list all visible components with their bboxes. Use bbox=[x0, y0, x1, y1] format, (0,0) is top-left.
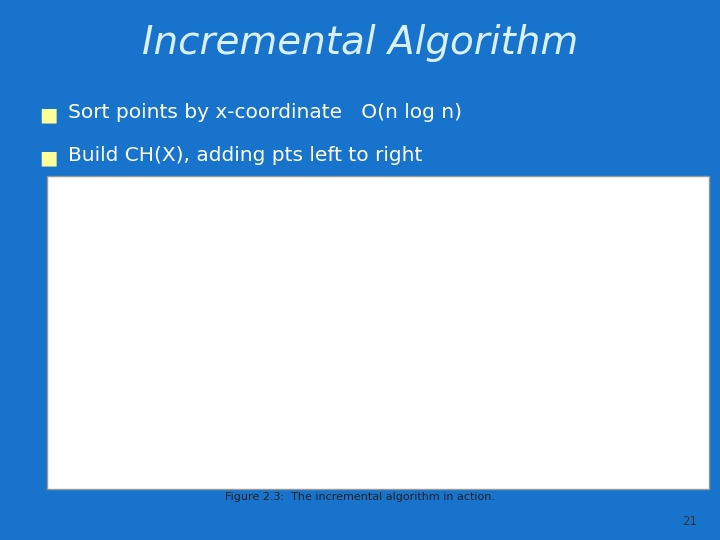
Polygon shape bbox=[405, 208, 484, 281]
Text: ■: ■ bbox=[40, 105, 58, 124]
Text: Figure 2.3:  The incremental algorithm in action.: Figure 2.3: The incremental algorithm in… bbox=[225, 492, 495, 503]
Polygon shape bbox=[264, 208, 310, 281]
Polygon shape bbox=[69, 362, 143, 457]
Text: 21: 21 bbox=[682, 515, 697, 528]
Polygon shape bbox=[560, 208, 662, 292]
Text: Incremental Algorithm: Incremental Algorithm bbox=[142, 24, 578, 62]
Text: ■: ■ bbox=[40, 148, 58, 167]
Polygon shape bbox=[235, 362, 333, 453]
Polygon shape bbox=[557, 355, 673, 462]
Text: Sort points by x-coordinate   O(n log n): Sort points by x-coordinate O(n log n) bbox=[68, 103, 462, 122]
Text: Build CH(X), adding pts left to right: Build CH(X), adding pts left to right bbox=[68, 146, 423, 165]
Polygon shape bbox=[395, 355, 500, 457]
